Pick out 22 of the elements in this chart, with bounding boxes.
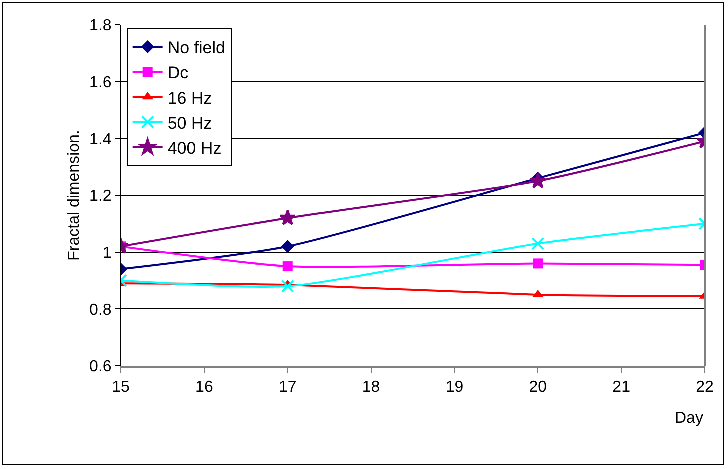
y-axis-title: Fractal dimension. [66,130,83,261]
x-axis-title: Day [675,410,704,427]
y-tick-label: 0.6 [90,358,112,376]
x-tick-label: 20 [529,379,548,396]
x-tick-label: 16 [196,379,214,396]
x-tick-label: 19 [446,379,464,396]
legend-label: No field [168,38,226,58]
legend-label: Dc [168,64,190,83]
y-tick-label: 1 [102,244,112,262]
legend-label: 16 Hz [168,88,212,108]
legend-label: 50 Hz [168,114,212,133]
x-tick-label: 15 [112,379,130,396]
y-tick-label: 1.8 [90,18,112,35]
x-tick-label: 18 [362,379,380,396]
y-tick-label: 1.4 [90,131,112,148]
x-tick-label: 21 [612,379,631,396]
x-tick-label: 22 [696,379,714,396]
y-tick-label: 1.6 [90,74,112,92]
y-tick-label: 1.2 [90,188,112,206]
x-tick-label: 17 [278,379,297,396]
legend-label: 400 Hz [168,138,222,158]
y-tick-label: 0.8 [90,302,112,319]
